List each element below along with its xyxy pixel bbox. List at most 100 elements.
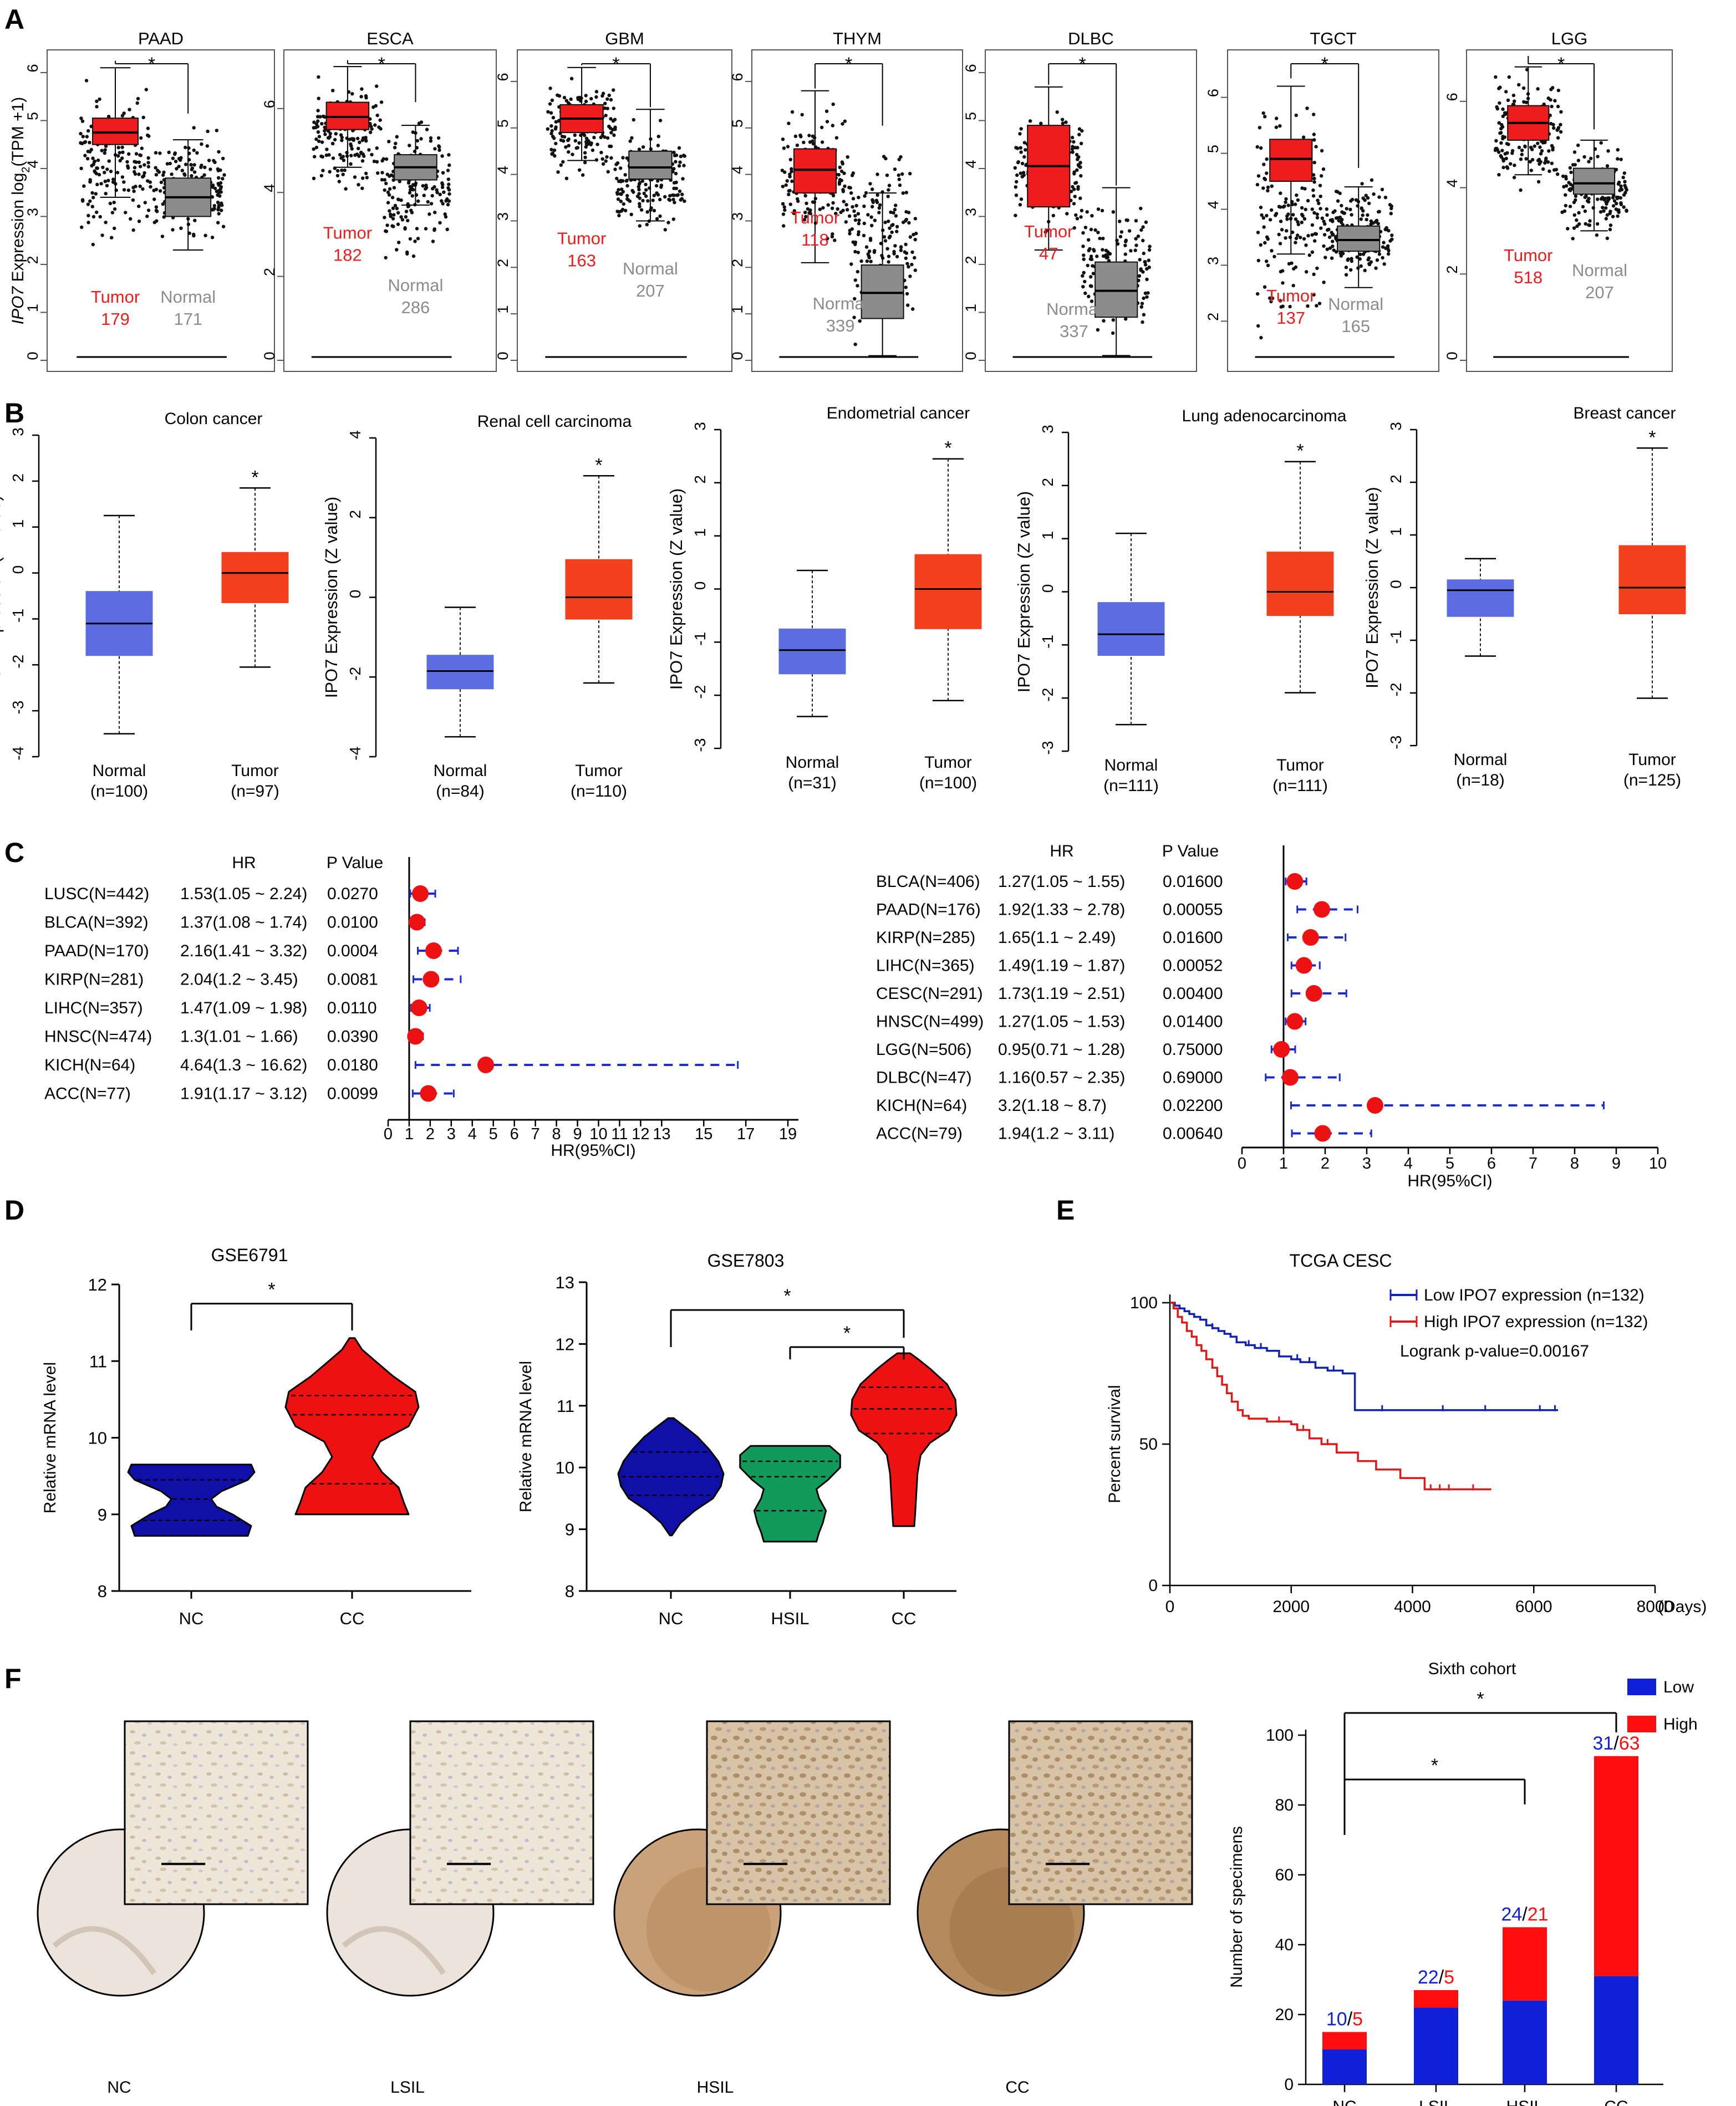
jitter-point [90,164,94,168]
jitter-point [624,208,628,212]
jitter-point [552,148,557,152]
jitter-point [901,191,905,195]
jitter-point [1340,210,1344,214]
jitter-point [142,174,146,178]
y-tick-label: 5 [963,112,979,120]
jitter-point [170,172,174,176]
jitter-point [1505,151,1509,155]
jitter-point [386,190,390,194]
row-label: LGG(N=506) [876,1041,972,1059]
jitter-point [1279,269,1283,274]
jitter-point [1072,140,1076,144]
jitter-point [109,170,113,174]
jitter-point [1605,213,1610,217]
jitter-point [863,194,867,198]
jitter-point [317,75,320,79]
jitter-point [868,182,872,186]
jitter-point [137,220,141,223]
jitter-point [1522,100,1526,104]
jitter-point [1138,258,1142,262]
jitter-point [111,177,115,181]
jitter-point [1325,247,1329,251]
jitter-point [831,193,836,197]
jitter-point [1291,213,1295,217]
jitter-point [888,226,892,230]
y-tick-label: 1 [24,304,41,312]
jitter-point [1584,222,1587,226]
jitter-point [1039,121,1043,125]
jitter-point [415,227,419,231]
jitter-point [93,160,96,164]
jitter-point [1338,191,1342,195]
jitter-point [811,142,816,146]
y-tick-label: -3 [1387,736,1404,749]
jitter-point [134,160,138,164]
jitter-point [369,130,373,134]
jitter-point [1596,155,1600,159]
jitter-point [1080,129,1084,133]
bar-low-hsil [1503,2000,1547,2084]
y-tick-label: 4 [261,184,278,192]
jitter-point [349,162,353,166]
jitter-point [1123,252,1128,256]
hr-point [1314,901,1330,918]
jitter-point [364,135,368,140]
jitter-point [1019,146,1023,150]
y-tick-label: 2 [1387,475,1404,483]
jitter-point [440,154,444,158]
jitter-point [1145,277,1149,282]
jitter-point [1085,210,1089,214]
jitter-point [841,122,844,126]
jitter-point [862,221,867,226]
jitter-point [152,197,156,201]
jitter-point [859,259,863,263]
jitter-point [1256,174,1261,178]
jitter-point [184,145,187,150]
jitter-point [1129,249,1133,253]
jitter-point [1559,110,1563,114]
row-p-value: 0.02200 [1163,1097,1223,1115]
jitter-point [1294,202,1297,206]
jitter-point [554,141,558,146]
plot-frame [751,49,963,372]
jitter-point [612,133,616,137]
jitter-point [395,206,399,211]
jitter-point [882,235,887,239]
jitter-point [208,167,212,171]
jitter-point [1615,202,1618,206]
y-tick-label: 2 [495,259,511,267]
jitter-point [404,210,409,213]
ihc-zoom-inset [409,1720,594,1905]
normal-label: Normal [93,762,146,780]
jitter-point [659,185,663,189]
jitter-point [437,148,441,152]
jitter-point [583,155,587,160]
jitter-point [857,196,861,200]
jitter-point [91,196,95,200]
jitter-point [134,152,139,156]
hr-point [1295,957,1312,974]
jitter-point [581,173,585,177]
jitter-point [367,148,371,152]
jitter-point [787,189,791,193]
jitter-point [86,213,90,218]
jitter-point [549,131,553,136]
jitter-point [848,232,852,236]
normal-label: Normal [1572,261,1627,280]
jitter-point [1561,174,1565,179]
jitter-point [1346,257,1350,261]
jitter-point [846,208,849,212]
jitter-point [358,140,362,144]
jitter-point [312,147,315,151]
jitter-point [96,158,100,162]
jitter-point [882,155,886,159]
jitter-point [891,223,895,227]
jitter-point [364,96,368,100]
jitter-point [1549,98,1552,102]
jitter-point [353,175,357,179]
jitter-point [1539,152,1543,156]
row-p-value: 0.00400 [1163,985,1223,1003]
